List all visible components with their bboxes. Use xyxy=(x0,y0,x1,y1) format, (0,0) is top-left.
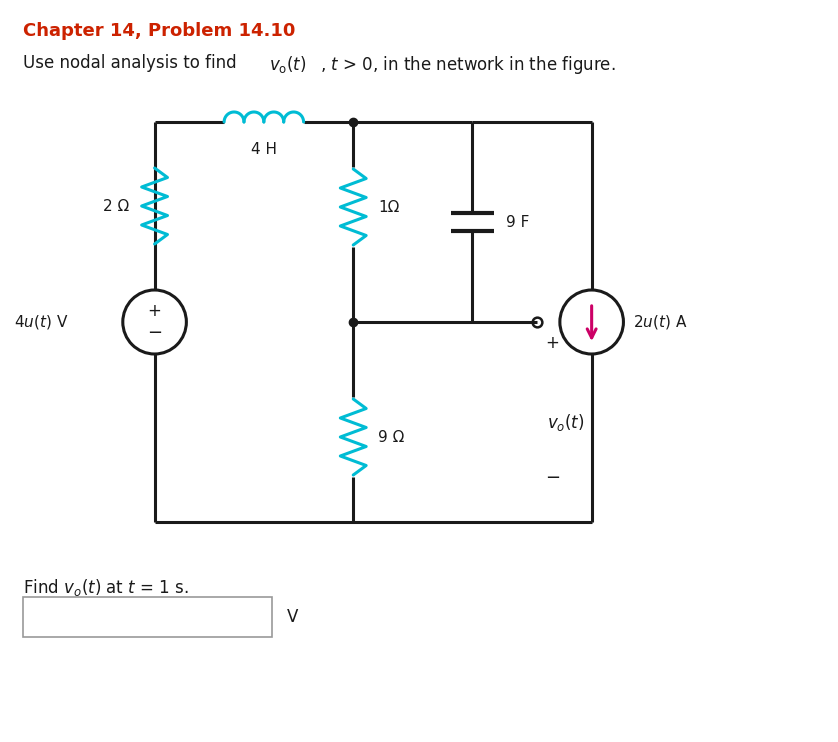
Text: , $t$ > 0, in the network in the figure.: , $t$ > 0, in the network in the figure. xyxy=(320,54,616,76)
Text: Use nodal analysis to find: Use nodal analysis to find xyxy=(23,54,242,72)
Text: $4u(t)$ V: $4u(t)$ V xyxy=(13,313,68,331)
Text: $v_o(t)$: $v_o(t)$ xyxy=(547,412,584,433)
Text: Find $v_o(t)$ at $t$ = 1 s.: Find $v_o(t)$ at $t$ = 1 s. xyxy=(23,577,189,598)
Text: V: V xyxy=(287,608,298,626)
Text: 2 Ω: 2 Ω xyxy=(104,199,130,214)
Text: −: − xyxy=(545,469,560,487)
Text: Chapter 14, Problem 14.10: Chapter 14, Problem 14.10 xyxy=(23,22,296,40)
Text: 4 H: 4 H xyxy=(251,142,277,157)
Text: 9 F: 9 F xyxy=(506,214,530,229)
Text: 9 Ω: 9 Ω xyxy=(378,430,405,444)
Text: +: + xyxy=(545,334,559,352)
FancyBboxPatch shape xyxy=(23,597,272,637)
Text: $2u(t)$ A: $2u(t)$ A xyxy=(634,313,688,331)
Text: +: + xyxy=(147,302,162,320)
Text: 1Ω: 1Ω xyxy=(378,200,400,214)
Text: −: − xyxy=(147,324,162,342)
Text: $v_{\rm o}(t)$: $v_{\rm o}(t)$ xyxy=(269,54,307,75)
